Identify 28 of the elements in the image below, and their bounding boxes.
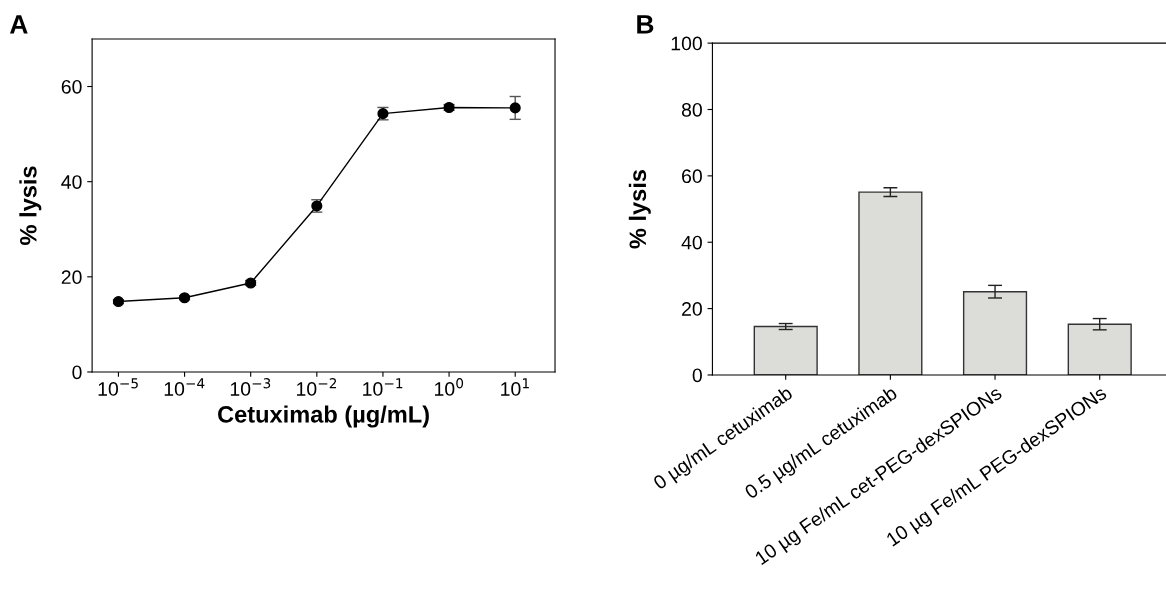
bar xyxy=(962,290,1028,375)
y-tick-label: 40 xyxy=(61,175,82,189)
y-tick-label: 20 xyxy=(682,302,702,316)
y-axis-title: % lysis xyxy=(19,166,42,245)
y-tick-label: 20 xyxy=(61,270,82,285)
y-tick-label: 60 xyxy=(61,79,82,94)
x-tick-label: 10$^{−3}$ xyxy=(230,378,271,396)
y-tick-label: 60 xyxy=(682,169,702,184)
y-tick-label: 0 xyxy=(72,365,82,380)
x-tick-label: 10$^{−2}$ xyxy=(297,378,337,396)
x-axis-title: Cetuximab (µg/mL) xyxy=(218,405,429,428)
point xyxy=(443,101,455,114)
x-tick-label: 10$^{1}$ xyxy=(501,378,529,396)
x-tick-label: 10$^{0}$ xyxy=(435,378,464,396)
x-tick-label: 10$^{−1}$ xyxy=(363,378,403,396)
text: B xyxy=(637,15,654,34)
y-tick-label: 40 xyxy=(681,235,702,250)
text: A xyxy=(9,15,28,34)
bar xyxy=(858,191,923,375)
y-tick-label: 100 xyxy=(671,36,702,51)
bar xyxy=(753,325,818,375)
y-tick-label: 80 xyxy=(681,102,702,117)
y-tick-label: 0 xyxy=(692,368,702,383)
x-tick-label: 10$^{−4}$ xyxy=(164,378,205,396)
point xyxy=(509,102,521,114)
y-axis-title: % lysis xyxy=(628,169,651,249)
x-tick-label: 10$^{−5}$ xyxy=(98,378,138,396)
bar xyxy=(1067,323,1132,375)
